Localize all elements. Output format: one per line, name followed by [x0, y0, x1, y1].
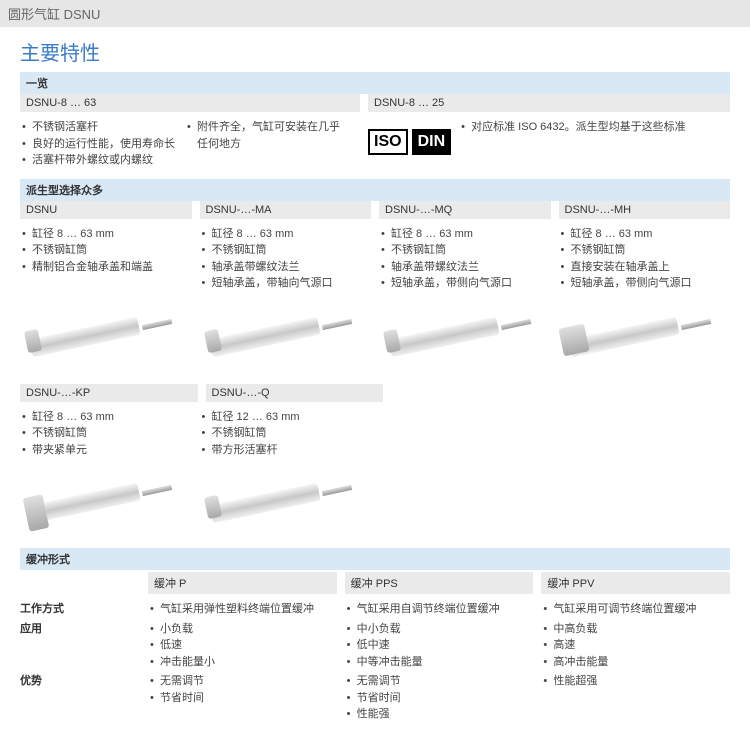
- cylinder-image: [200, 300, 360, 370]
- variant-specs: 缸径 8 … 63 mm不锈钢缸筒轴承盖带螺纹法兰短轴承盖，带轴向气源口: [200, 226, 372, 292]
- list-item: 缸径 8 … 63 mm: [561, 226, 731, 243]
- list-item: 带方形活塞杆: [202, 442, 372, 459]
- overview-label: 一览: [20, 72, 730, 94]
- cushion-cell: 无需调节节省时间: [148, 673, 337, 706]
- list-item: 良好的运行性能，使用寿命长: [22, 136, 185, 153]
- overview-col1: 不锈钢活塞杆良好的运行性能，使用寿命长活塞杆带外螺纹或内螺纹: [20, 119, 185, 169]
- cylinder-image: [379, 300, 539, 370]
- list-item: 不锈钢缸筒: [561, 242, 731, 259]
- list-item: 冲击能量小: [150, 654, 337, 671]
- overview-col2: 附件齐全，气缸可安装在几乎任何地方: [185, 119, 350, 152]
- list-item: 短轴承盖，带侧向气源口: [381, 275, 551, 292]
- cushion-label: 缓冲形式: [20, 548, 730, 570]
- list-item: 性能超强: [543, 673, 730, 690]
- cushion-cell: 小负载低速冲击能量小: [148, 621, 337, 671]
- list-item: 附件齐全，气缸可安装在几乎任何地方: [187, 119, 350, 152]
- list-item: 低速: [150, 637, 337, 654]
- list-item: 轴承盖带螺纹法兰: [381, 259, 551, 276]
- list-item: 中等冲击能量: [347, 654, 534, 671]
- list-item: 节省时间: [150, 690, 337, 707]
- variant-specs: 缸径 8 … 63 mm不锈钢缸筒精制铝合金轴承盖和端盖: [20, 226, 192, 276]
- list-item: 带夹紧单元: [22, 442, 192, 459]
- list-item: 活塞杆带外螺纹或内螺纹: [22, 152, 185, 169]
- variant-code: DSNU-…-MH: [559, 201, 731, 219]
- list-item: 中高负载: [543, 621, 730, 638]
- variant-specs: 缸径 8 … 63 mm不锈钢缸筒带夹紧单元: [20, 409, 192, 459]
- list-item: 短轴承盖，带轴向气源口: [202, 275, 372, 292]
- cylinder-image: [559, 300, 719, 370]
- list-item: 低中速: [347, 637, 534, 654]
- list-item: 中小负载: [347, 621, 534, 638]
- cylinder-image: [20, 466, 180, 536]
- list-item: 缸径 8 … 63 mm: [381, 226, 551, 243]
- list-item: 不锈钢缸筒: [202, 242, 372, 259]
- list-item: 缸径 8 … 63 mm: [202, 226, 372, 243]
- cushion-cell: 无需调节节省时间性能强: [345, 673, 534, 723]
- list-item: 无需调节: [347, 673, 534, 690]
- cushion-cell: 中小负载低中速中等冲击能量: [345, 621, 534, 671]
- variants-label: 派生型选择众多: [20, 179, 730, 201]
- cushion-cell: 气缸采用可调节终端位置缓冲: [541, 601, 730, 618]
- cylinder-image: [200, 466, 360, 536]
- cushion-cell: 中高负载高速高冲击能量: [541, 621, 730, 671]
- cushion-row-label: 优势: [20, 670, 140, 723]
- range-2: DSNU-8 … 25: [368, 94, 730, 112]
- list-item: 气缸采用可调节终端位置缓冲: [543, 601, 730, 618]
- list-item: 无需调节: [150, 673, 337, 690]
- list-item: 直接安装在轴承盖上: [561, 259, 731, 276]
- cushion-cell: 气缸采用自调节终端位置缓冲: [345, 601, 534, 618]
- iso-logo: ISO: [368, 129, 408, 155]
- list-item: 短轴承盖，带侧向气源口: [561, 275, 731, 292]
- overview-col3: 对应标准 ISO 6432。派生型均基于这些标准: [459, 119, 730, 136]
- variant-code: DSNU-…-Q: [206, 384, 384, 402]
- list-item: 轴承盖带螺纹法兰: [202, 259, 372, 276]
- cushion-h1: 缓冲 P: [148, 572, 337, 594]
- variant-specs: 缸径 8 … 63 mm不锈钢缸筒直接安装在轴承盖上短轴承盖，带侧向气源口: [559, 226, 731, 292]
- standards-logos: ISO DIN: [368, 116, 451, 169]
- cushion-row-label: 应用: [20, 618, 140, 671]
- list-item: 不锈钢缸筒: [22, 425, 192, 442]
- variant-code: DSNU: [20, 201, 192, 219]
- list-item: 高冲击能量: [543, 654, 730, 671]
- cushion-h3: 缓冲 PPV: [541, 572, 730, 594]
- list-item: 不锈钢活塞杆: [22, 119, 185, 136]
- list-item: 气缸采用弹性塑料终端位置缓冲: [150, 601, 337, 618]
- list-item: 高速: [543, 637, 730, 654]
- list-item: 小负载: [150, 621, 337, 638]
- main-title: 主要特性: [20, 37, 730, 66]
- variant-code: DSNU-…-MQ: [379, 201, 551, 219]
- list-item: 不锈钢缸筒: [22, 242, 192, 259]
- list-item: 节省时间: [347, 690, 534, 707]
- list-item: 缸径 12 … 63 mm: [202, 409, 372, 426]
- variant-code: DSNU-…-KP: [20, 384, 198, 402]
- variant-specs: 缸径 8 … 63 mm不锈钢缸筒轴承盖带螺纹法兰短轴承盖，带侧向气源口: [379, 226, 551, 292]
- list-item: 缸径 8 … 63 mm: [22, 409, 192, 426]
- cushion-row-label: 工作方式: [20, 598, 140, 618]
- din-logo: DIN: [412, 129, 452, 155]
- cylinder-image: [20, 300, 180, 370]
- list-item: 对应标准 ISO 6432。派生型均基于这些标准: [461, 119, 730, 136]
- list-item: 缸径 8 … 63 mm: [22, 226, 192, 243]
- list-item: 不锈钢缸筒: [202, 425, 372, 442]
- list-item: 性能强: [347, 706, 534, 723]
- cushion-h2: 缓冲 PPS: [345, 572, 534, 594]
- variant-code: DSNU-…-MA: [200, 201, 372, 219]
- list-item: 精制铝合金轴承盖和端盖: [22, 259, 192, 276]
- cushion-cell: 性能超强: [541, 673, 730, 690]
- variant-specs: 缸径 12 … 63 mm不锈钢缸筒带方形活塞杆: [200, 409, 372, 459]
- page-header: 圆形气缸 DSNU: [0, 0, 750, 27]
- cushion-cell: 气缸采用弹性塑料终端位置缓冲: [148, 601, 337, 618]
- list-item: 气缸采用自调节终端位置缓冲: [347, 601, 534, 618]
- list-item: 不锈钢缸筒: [381, 242, 551, 259]
- range-1: DSNU-8 … 63: [20, 94, 360, 112]
